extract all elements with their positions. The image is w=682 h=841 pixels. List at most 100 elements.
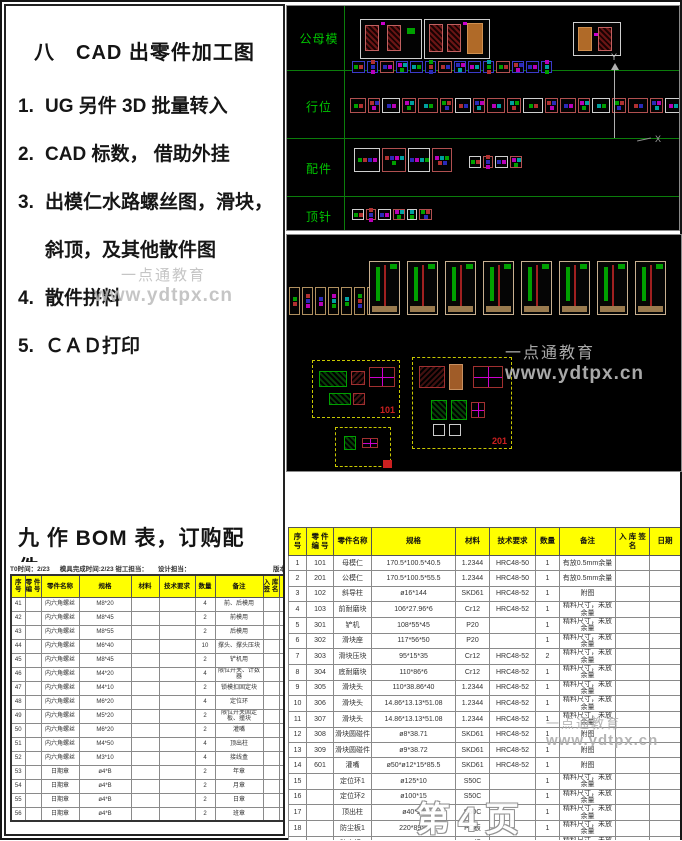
table-cell: 精料尺寸，未放余量	[559, 804, 616, 821]
table-cell: 斜导柱	[333, 585, 372, 603]
table-cell: SKD61	[455, 585, 490, 603]
table-cell: 精料尺寸，未放余量	[559, 835, 616, 840]
table-cell	[649, 726, 680, 744]
table-cell: 42	[10, 610, 26, 626]
table-cell	[24, 736, 42, 752]
cad-thumbnail	[483, 60, 494, 74]
cad-thumbnail	[592, 98, 610, 113]
column-header: 技术要求	[158, 574, 196, 598]
cad-thumbnail	[352, 61, 365, 73]
table-cell: 母模仁	[333, 554, 372, 572]
table-cell	[278, 680, 283, 696]
table-cell	[262, 694, 280, 710]
table-row: 14 601 灌嘴 ø50*ø12*15*85.5 SKD61 HRC48-52 1 附图	[288, 757, 680, 774]
table-cell: 14.86*13.13*51.08	[371, 695, 456, 712]
table-cell	[615, 710, 650, 728]
table-cell: M4*10	[78, 680, 132, 696]
table-cell	[615, 757, 650, 774]
table-cell	[278, 638, 283, 654]
table-cell: M6*20	[78, 694, 132, 710]
table-cell	[158, 764, 196, 780]
table-cell	[615, 772, 650, 790]
table-cell: 6	[288, 632, 307, 650]
table-cell	[278, 792, 283, 808]
table-cell: ø16*144	[371, 585, 456, 603]
part-group-box-small	[335, 427, 392, 468]
table-cell: 限位开关、计数器	[214, 666, 264, 682]
table-cell: 306	[306, 695, 334, 712]
table-cell: 2	[194, 722, 216, 738]
table-cell	[278, 764, 283, 780]
table-cell: 灌嘴	[214, 722, 264, 738]
bom-info-version: 版本	[273, 566, 285, 573]
table-header-row: 序 号零 件 编 号零件名称 规格 材料 技术要求 数量 备注入 库 签 名日期	[288, 527, 680, 556]
table-cell: HRC48-50	[489, 554, 536, 572]
cad-drawing-sheet	[407, 261, 438, 315]
table-cell: 1	[288, 554, 307, 572]
table-cell: 2	[194, 778, 216, 794]
table-cell: 1	[535, 726, 560, 744]
table-row: 13 309 滑块圆碰件 ø9*38.72 SKD61 HRC48-52 1 附图	[288, 742, 680, 759]
cad-thumbnail	[507, 98, 521, 113]
table-cell	[262, 638, 280, 654]
table-cell: 601	[306, 757, 334, 774]
table-cell: 内六角螺丝	[40, 624, 80, 640]
table-cell: 内六角螺丝	[40, 722, 80, 738]
table-cell	[278, 736, 283, 752]
section-title-8: 八 CAD 出零件加工图	[34, 42, 255, 64]
table-row: 9 305 滑块头 110*38.86*40 1.2344 HRC48-52 1 精料尺寸，未…	[288, 679, 680, 697]
table-cell: 15	[288, 772, 307, 790]
table-cell	[130, 806, 160, 822]
table-cell: 内六角螺丝	[40, 736, 80, 752]
cad-thumbnail	[454, 61, 466, 73]
watermark-url: www.ydtpx.cn	[505, 363, 645, 384]
cad-parts-screenshot: 101 201 一点通教育 www.ydtpx.cn	[286, 234, 682, 472]
table-cell: 2	[535, 648, 560, 665]
table-cell: 内六角螺丝	[40, 596, 80, 612]
table-cell: M6*20	[78, 722, 132, 738]
table-row: 10 306 滑块头 14.86*13.13*51.08 1.2344 HRC48-52 1…	[288, 695, 680, 712]
table-cell: 1	[535, 772, 560, 790]
table-cell: 附图	[559, 585, 616, 603]
list-item: 2. CAD 标数， 借助外挂	[18, 131, 277, 179]
table-cell: 有放0.5mm余量	[559, 570, 616, 587]
table-cell: HRC48-52	[489, 695, 536, 712]
cad-thumbnail	[341, 287, 352, 315]
table-cell: M8*55	[78, 624, 132, 640]
table-cell: 10	[194, 638, 216, 654]
column-header: 零 件 编 号	[24, 574, 42, 598]
table-cell: 50	[10, 722, 26, 738]
cad-thumbnail	[418, 98, 438, 113]
table-cell	[649, 632, 680, 650]
table-cell: 1.2344	[455, 570, 490, 587]
table-cell	[615, 726, 650, 744]
table-cell	[130, 792, 160, 808]
cad-thumbnail	[483, 155, 493, 169]
table-cell	[615, 601, 650, 618]
column-header: 零件名称	[333, 527, 372, 556]
table-cell: 51	[10, 736, 26, 752]
cad-thumbnail	[396, 61, 408, 73]
part-group-box-201: 201	[412, 357, 512, 449]
cad-thumb-group	[573, 22, 621, 56]
table-cell: 8	[288, 663, 307, 681]
cad-thumbnail	[510, 156, 522, 168]
table-cell	[158, 596, 196, 612]
table-cell: 精料尺寸，未放余量	[559, 819, 616, 837]
bom-table: 序 号零 件 编 号零件名称 规格 材料 技术要求 数量 备注入 库 签 名 41 内六角螺…	[10, 574, 283, 822]
cad-drawing-sheet	[559, 261, 590, 315]
column-header: 备注	[559, 527, 616, 556]
column-header: 入 库 签 名	[262, 574, 280, 598]
cad-thumbnail	[487, 98, 505, 113]
left-text-panel: 八 CAD 出零件加工图 1. UG 另件 3D 批量转入 2. CAD 标数，…	[4, 4, 285, 836]
table-cell: M4*50	[78, 736, 132, 752]
table-row: 49 内六角螺丝 M5*20 2 限位开关固定板、撞块	[10, 708, 283, 724]
table-cell: 309	[306, 742, 334, 759]
table-cell: 精料尺寸，未放余量	[559, 710, 616, 728]
table-cell	[130, 736, 160, 752]
table-cell: 附图	[559, 757, 616, 774]
list-item: 5. ＣＡＤ打印	[18, 323, 277, 371]
table-cell	[615, 804, 650, 821]
table-cell: P20	[455, 632, 490, 650]
cad-sheet-row	[369, 261, 666, 315]
